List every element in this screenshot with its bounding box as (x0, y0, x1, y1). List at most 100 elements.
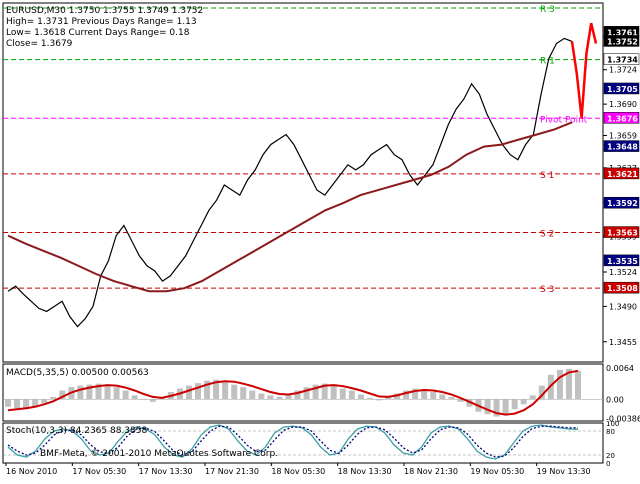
macd-histogram-bar (104, 384, 111, 400)
price-tag-text: 1.3621 (607, 170, 638, 179)
price-tag-text: 1.3676 (607, 114, 638, 123)
macd-plot (3, 368, 603, 417)
price-tag-box (603, 112, 640, 124)
price-tag-text: 1.3752 (607, 37, 638, 46)
macd-histogram-bar (77, 385, 84, 400)
macd-histogram-bar (348, 390, 355, 400)
macd-histogram-bar (565, 368, 572, 400)
level-label: R 3 (540, 5, 555, 15)
macd-histogram-bar (59, 390, 66, 400)
macd-histogram-bar (375, 399, 382, 401)
macd-histogram-bar (113, 387, 120, 400)
price-tag-box (603, 167, 640, 180)
level-label: Pivot Point (540, 115, 588, 125)
stoch-axis-label: 0 (606, 460, 610, 468)
price-tag-box (603, 196, 640, 209)
time-axis-label: 19 Nov 05:30 (470, 467, 524, 476)
time-axis-label: 18 Nov 21:30 (404, 467, 458, 476)
price-axis-label: 1.3490 (609, 302, 637, 311)
price-axis-label: 1.3659 (609, 131, 637, 140)
time-axis: 16 Nov 2010 17 Nov 05:30 17 Nov 13:30 17 No… (5, 463, 591, 476)
price-axis-label: 1.3524 (609, 268, 637, 277)
price-tag-text: 1.3535 (607, 257, 638, 266)
level-label: S 3 (540, 285, 554, 295)
time-axis-label: 16 Nov 2010 (6, 467, 57, 476)
macd-histogram-bar (285, 394, 292, 400)
macd-pane-frame (2, 363, 604, 422)
macd-histogram-bar (95, 383, 102, 400)
macd-histogram-bar (303, 387, 310, 400)
macd-histogram-bar (330, 385, 337, 400)
macd-axis-label: -0.00386 (606, 414, 640, 423)
macd-histogram-bar (240, 387, 247, 400)
price-tag-box (603, 254, 640, 267)
macd-histogram-bar (231, 384, 238, 400)
level-label: S 1 (540, 171, 554, 181)
price-axis-label: 1.3724 (609, 66, 637, 75)
macd-histogram-bar (493, 399, 500, 417)
macd-histogram-bar (321, 383, 328, 400)
info-line-close: Close= 1.3679 (6, 39, 73, 49)
macd-histogram-bar (276, 396, 283, 400)
macd-histogram-bar (439, 394, 446, 400)
macd-histogram-bar (204, 380, 211, 400)
stoch-axis-label: 100 (606, 420, 619, 428)
info-line-low: Low= 1.3618 Current Days Range= 0.18 (6, 28, 190, 38)
time-axis-label: 18 Nov 13:30 (338, 467, 392, 476)
stoch-label: Stoch(10,3,3) 84.2365 88.3858 (6, 426, 147, 436)
price-tag-box (603, 53, 640, 65)
macd-histogram-bar (222, 382, 229, 400)
stoch-plot (3, 424, 603, 460)
forecast-line (570, 22, 598, 119)
price-tag-text: 1.3508 (607, 284, 638, 293)
macd-histogram-bar (421, 389, 428, 400)
price-tag-box (603, 226, 640, 238)
macd-histogram-bar (457, 399, 464, 402)
macd-histogram-bar (502, 399, 509, 415)
chart-title: EURUSD,M30 1.3750 1.3755 1.3749 1.3752 (6, 6, 203, 16)
price-tag-text: 1.3592 (607, 199, 638, 208)
price-tag-box (603, 281, 640, 294)
macd-histogram-bar (140, 399, 147, 400)
macd-histogram-bar (430, 392, 437, 400)
macd-histogram-bar (484, 399, 491, 415)
time-axis-label: 18 Nov 05:30 (271, 467, 325, 476)
main-pane-frame (2, 2, 604, 363)
macd-histogram-bar (294, 390, 301, 400)
macd-histogram-bar (556, 369, 563, 400)
macd-histogram-bar (448, 396, 455, 400)
macd-histogram-bar (394, 393, 401, 400)
time-axis-label: 19 Nov 13:30 (537, 467, 591, 476)
macd-histogram-bar (195, 383, 201, 400)
macd-histogram-bar (511, 399, 518, 410)
macd-histogram-bar (466, 399, 473, 407)
macd-histogram-bar (258, 393, 265, 400)
price-plot (7, 22, 598, 328)
price-tag-text: 1.3761 (607, 28, 638, 37)
macd-label: MACD(5,35,5) 0.00500 0.00563 (6, 368, 149, 378)
macd-histogram-bar (249, 390, 256, 400)
macd-histogram-bar (357, 394, 364, 400)
price-tag-box (603, 82, 640, 95)
stoch-pane-frame (2, 422, 604, 464)
macd-histogram-bar (403, 390, 410, 400)
macd-histogram-bar (575, 370, 581, 400)
info-line-high: High= 1.3731 Previous Days Range= 1.13 (6, 17, 197, 27)
macd-histogram-bar (312, 384, 319, 400)
macd-histogram-bar (529, 395, 536, 400)
macd-axis-label: 0.0064 (606, 364, 634, 373)
macd-histogram-bar (41, 399, 48, 404)
pivot-levels: R 3 R 1 Pivot Point S 1 S 2 S 3 (3, 5, 603, 295)
macd-histogram-bar (520, 399, 527, 405)
macd-histogram-bar (86, 384, 93, 400)
price-axis-label: 1.3690 (609, 100, 637, 109)
moving-average-line (7, 121, 573, 293)
macd-histogram-bar (366, 397, 373, 400)
price-tag-box (603, 140, 640, 152)
macd-histogram-bar (339, 388, 346, 400)
price-series-line (7, 37, 573, 328)
